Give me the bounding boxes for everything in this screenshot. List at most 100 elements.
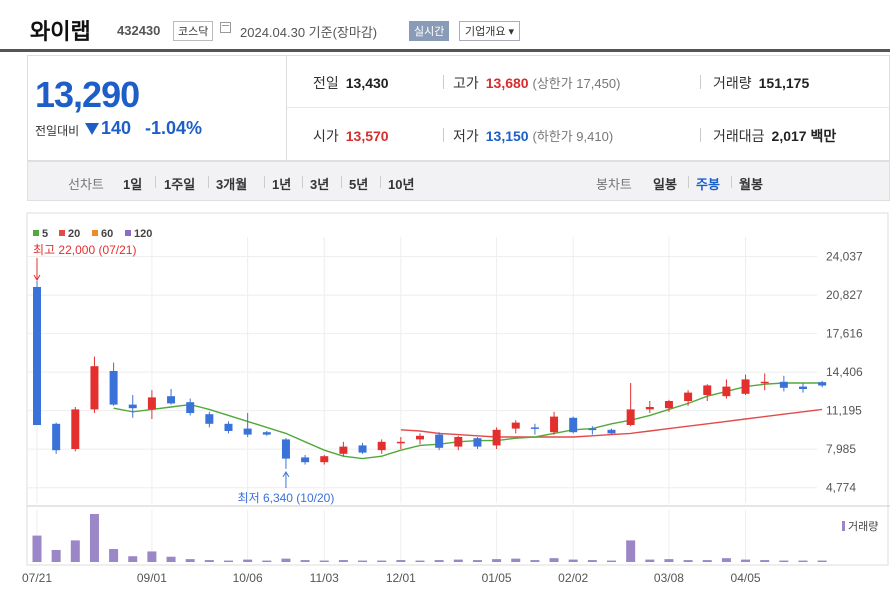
volume-bar xyxy=(511,558,521,562)
y-tick-label: 7,985 xyxy=(826,442,856,456)
candle-body xyxy=(588,428,597,431)
candle-body xyxy=(722,386,731,397)
candle-body xyxy=(224,423,233,431)
quote-panel: 13,290 전일대비 140 -1.04% 전일 13,430 고가 13,680… xyxy=(27,55,890,161)
min-annotation: 최저 6,340 (10/20) xyxy=(238,491,335,505)
volume-bar xyxy=(779,560,789,562)
ma5-line xyxy=(113,382,823,460)
volume-bar xyxy=(702,560,712,562)
open-price: 시가 13,570 xyxy=(313,128,389,144)
current-price: 13,290 xyxy=(35,74,140,115)
volume-bar xyxy=(281,558,291,562)
x-tick-label: 10/06 xyxy=(233,571,263,585)
candle-body xyxy=(645,407,654,410)
volume-bar xyxy=(530,560,540,562)
volume-bar xyxy=(338,560,348,562)
candle-body xyxy=(550,416,559,433)
weekly-candle-chart: 24,037 20,827 17,616 14,406 11,195 7,985 4,774… xyxy=(22,212,890,585)
volume-bar xyxy=(549,558,559,562)
market-badge: 코스닥 xyxy=(173,21,214,41)
candle-body xyxy=(377,441,386,451)
volume-bar xyxy=(664,559,674,562)
tab-1week[interactable]: 1주일 xyxy=(164,177,196,192)
candle-body xyxy=(492,429,501,446)
x-tick-label: 12/01 xyxy=(386,571,416,585)
volume-bar xyxy=(434,560,444,562)
volume-bar xyxy=(721,558,731,562)
tab-3months[interactable]: 3개월 xyxy=(216,177,248,192)
volume-bar xyxy=(51,550,61,562)
candle-body xyxy=(760,381,769,384)
candle-body xyxy=(262,432,271,435)
tab-5years[interactable]: 5년 xyxy=(349,177,369,192)
volume-bar xyxy=(760,560,770,562)
legend-swatch xyxy=(125,230,131,236)
volume-label: 거래량 xyxy=(848,520,878,533)
candle-body xyxy=(818,382,827,386)
x-tick-label: 11/03 xyxy=(310,571,339,585)
prev-close: 전일 13,430 xyxy=(313,75,389,91)
legend-label: 60 xyxy=(101,228,113,240)
volume-bar xyxy=(817,560,827,562)
realtime-button[interactable]: 실시간 xyxy=(409,21,450,41)
candle-chart-label: 봉차트 xyxy=(596,177,632,192)
volume-bar xyxy=(587,560,597,562)
volume-bar xyxy=(128,556,138,562)
day-high: 고가 13,680 (상한가 17,450) xyxy=(453,75,621,91)
candle-body xyxy=(511,422,520,429)
volume-bar xyxy=(683,560,693,562)
line-chart-label: 선차트 xyxy=(68,177,104,192)
candle-body xyxy=(52,423,61,451)
tab-1day[interactable]: 1일 xyxy=(123,177,143,192)
tab-daily[interactable]: 일봉 xyxy=(653,177,677,192)
legend-swatch xyxy=(59,230,65,236)
candle-body xyxy=(339,446,348,454)
legend-label: 120 xyxy=(134,228,152,240)
candle-body xyxy=(703,385,712,395)
volume-bar xyxy=(377,560,387,562)
x-tick-label: 03/08 xyxy=(654,571,684,585)
x-tick-label: 02/02 xyxy=(558,571,588,585)
candle-body xyxy=(186,402,195,413)
change-label: 전일대비 xyxy=(35,124,80,138)
candle-body xyxy=(281,439,290,459)
candle-body xyxy=(684,392,693,401)
candle-body xyxy=(128,404,137,409)
change-percent: -1.04% xyxy=(145,118,203,138)
candle-body xyxy=(167,396,176,404)
tab-weekly[interactable]: 주봉 xyxy=(696,177,720,192)
x-tick-label: 04/05 xyxy=(731,571,761,585)
legend-label: 20 xyxy=(68,228,80,240)
stock-name: 와이랩 xyxy=(30,19,91,44)
calendar-icon xyxy=(220,22,231,33)
chart-tabs: 선차트 1일 1주일 3개월 1년 3년 5년 10년 봉차트 일봉 주봉 월봉 xyxy=(27,161,890,201)
volume: 거래량 151,175 xyxy=(713,75,810,91)
stock-header: 와이랩 432430 코스닥 2024.04.30 기준(장마감) 실시간 기업… xyxy=(0,0,890,52)
volume-legend-swatch xyxy=(842,521,845,531)
legend-swatch xyxy=(92,230,98,236)
candle-body xyxy=(799,386,807,389)
change-value: 140 xyxy=(101,118,132,138)
volume-bar xyxy=(645,559,655,562)
y-tick-label: 20,827 xyxy=(826,288,863,302)
tab-1year[interactable]: 1년 xyxy=(272,177,292,192)
tab-3years[interactable]: 3년 xyxy=(310,177,330,192)
candle-body xyxy=(741,379,750,394)
volume-bar xyxy=(358,560,368,562)
tab-10years[interactable]: 10년 xyxy=(388,177,415,192)
volume-bar xyxy=(166,556,176,562)
chart-frame xyxy=(26,212,889,566)
candle-body xyxy=(454,437,463,447)
volume-bar xyxy=(70,540,80,562)
volume-bar xyxy=(415,560,425,562)
min-arrow-head xyxy=(282,470,290,478)
candle-body xyxy=(473,438,482,447)
candle-body xyxy=(71,409,80,449)
volume-bar xyxy=(798,560,808,562)
tab-monthly[interactable]: 월봉 xyxy=(739,177,763,192)
candle-body xyxy=(301,457,310,463)
company-overview-dropdown[interactable]: 기업개요 ▾ xyxy=(459,21,521,41)
volume-bar xyxy=(453,559,463,562)
candle-body xyxy=(607,429,616,434)
trade-value: 거래대금 2,017 백만 xyxy=(713,128,837,144)
